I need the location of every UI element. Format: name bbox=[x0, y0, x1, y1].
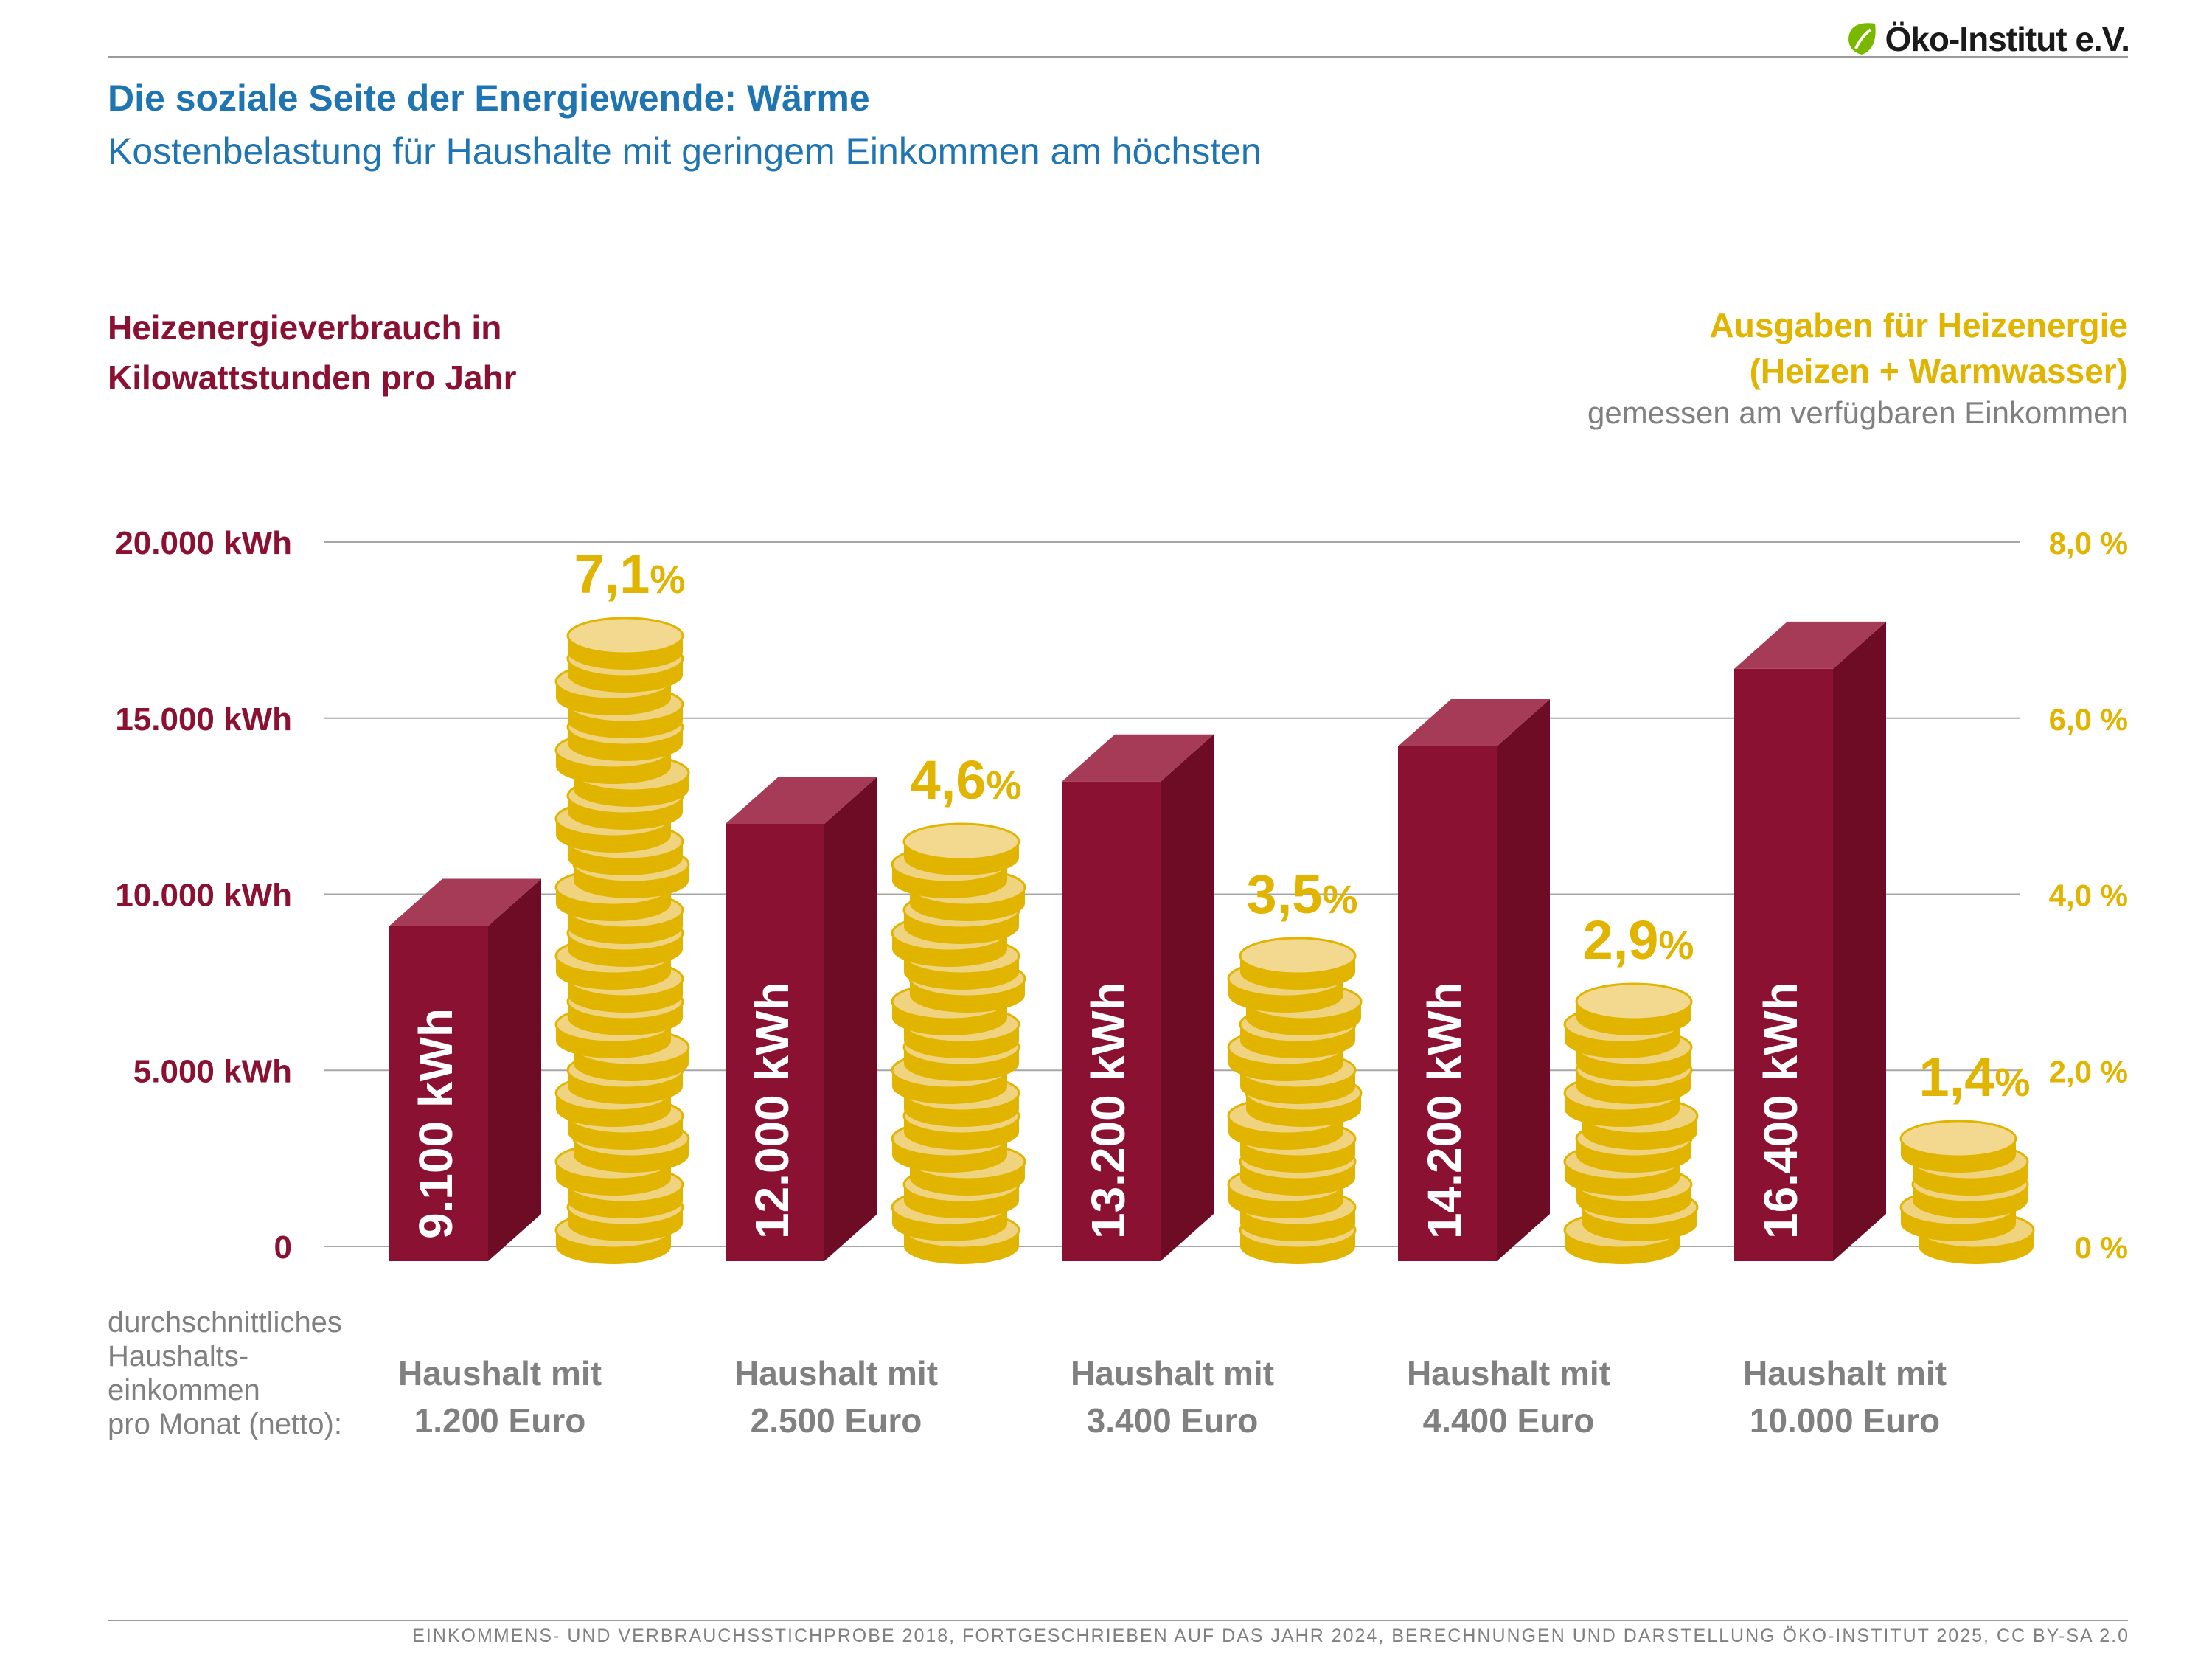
kwh-bar-front bbox=[389, 926, 488, 1261]
kwh-data-label: 12.000 kWh bbox=[745, 982, 799, 1239]
left-tick-label: 5.000 kWh bbox=[133, 1053, 292, 1089]
household-category-line: Haushalt mit bbox=[1406, 1354, 1611, 1392]
household-category-label: Haushalt mit 2.500 Euro bbox=[703, 1350, 969, 1444]
top-rule bbox=[108, 56, 2128, 58]
kwh-bar-side bbox=[1833, 621, 1886, 1261]
left-tick-label: 15.000 kWh bbox=[115, 701, 292, 738]
pct-suffix: % bbox=[1322, 878, 1357, 922]
pct-data-label: 2,9% bbox=[1583, 909, 1694, 971]
kwh-bar bbox=[1398, 698, 1550, 1261]
kwh-bar-top bbox=[1398, 698, 1550, 746]
coin-stack bbox=[1227, 937, 1363, 1264]
kwh-data-label: 9.100 kWh bbox=[409, 1008, 462, 1239]
kwh-data-label: 14.200 kWh bbox=[1418, 982, 1471, 1239]
right-axis-title: Ausgaben für Heizenergie (Heizen + Warmw… bbox=[1710, 302, 2128, 394]
page-subtitle: Kostenbelastung für Haushalte mit gering… bbox=[108, 131, 1262, 172]
coin-top bbox=[1899, 1120, 2017, 1158]
kwh-bar-top bbox=[726, 777, 877, 824]
household-category-label: Haushalt mit 10.000 Euro bbox=[1712, 1350, 1978, 1444]
coin-top bbox=[1239, 937, 1357, 975]
pct-data-label: 4,6% bbox=[911, 749, 1022, 811]
left-tick-label: 10.000 kWh bbox=[115, 878, 292, 914]
left-tick-label: 0 bbox=[274, 1229, 292, 1266]
income-caption-line: einkommen bbox=[108, 1374, 260, 1406]
household-category-line: Haushalt mit bbox=[1742, 1354, 1947, 1392]
kwh-bar-side bbox=[1497, 698, 1550, 1261]
right-tick-label: 6,0 % bbox=[2049, 702, 2128, 737]
pct-suffix: % bbox=[986, 763, 1021, 808]
right-tick-label: 0 % bbox=[2075, 1230, 2128, 1265]
household-category-line: 1.200 Euro bbox=[414, 1401, 586, 1440]
income-caption: durchschnittliches Haushalts- einkommen … bbox=[108, 1305, 342, 1441]
coin-stack bbox=[1563, 982, 1699, 1264]
pct-value: 3,5 bbox=[1247, 864, 1323, 925]
right-tick-label: 4,0 % bbox=[2049, 878, 2128, 913]
bottom-rule bbox=[108, 1620, 2128, 1621]
right-axis-title-line: (Heizen + Warmwasser) bbox=[1749, 352, 2128, 390]
kwh-bar-top bbox=[389, 878, 541, 926]
income-caption-line: Haushalts- bbox=[108, 1340, 249, 1373]
pct-value: 7,1 bbox=[574, 544, 650, 605]
brand-name: Öko-Institut e.V. bbox=[1885, 20, 2130, 58]
household-category-line: Haushalt mit bbox=[734, 1354, 939, 1392]
household-category-label: Haushalt mit 4.400 Euro bbox=[1376, 1350, 1641, 1444]
household-category-line: 2.500 Euro bbox=[750, 1401, 922, 1440]
source-note: EINKOMMENS- UND VERBRAUCHSSTICHPROBE 201… bbox=[412, 1625, 2129, 1646]
pct-data-label: 1,4% bbox=[1919, 1047, 2031, 1108]
kwh-bar-front bbox=[1398, 746, 1497, 1261]
pct-suffix: % bbox=[650, 558, 685, 602]
pct-value: 2,9 bbox=[1583, 909, 1659, 971]
kwh-bar-side bbox=[1161, 734, 1214, 1261]
coin-stack bbox=[554, 617, 690, 1264]
kwh-bar-top bbox=[1062, 734, 1214, 782]
pct-value: 1,4 bbox=[1919, 1047, 1995, 1108]
coin-top bbox=[902, 822, 1020, 861]
coin-top bbox=[566, 617, 684, 655]
left-axis-title: Heizenergieverbrauch in Kilowattstunden … bbox=[108, 302, 517, 403]
page-title: Die soziale Seite der Energiewende: Wärm… bbox=[108, 77, 870, 119]
kwh-bar bbox=[389, 878, 541, 1261]
kwh-data-label: 13.200 kWh bbox=[1082, 982, 1135, 1239]
coin-stack bbox=[891, 822, 1026, 1264]
household-category-line: 4.400 Euro bbox=[1422, 1401, 1595, 1440]
leaf-icon bbox=[1848, 23, 1876, 55]
right-axis-title-line: Ausgaben für Heizenergie bbox=[1709, 306, 2128, 344]
household-category-line: 3.400 Euro bbox=[1086, 1401, 1259, 1440]
kwh-bar bbox=[1734, 621, 1886, 1261]
right-tick-label: 2,0 % bbox=[2049, 1054, 2128, 1089]
household-category-line: Haushalt mit bbox=[1070, 1354, 1275, 1392]
household-category-line: 10.000 Euro bbox=[1749, 1401, 1941, 1440]
kwh-bar-front bbox=[726, 824, 824, 1261]
chart-area: 0 5.000 kWh 10.000 kWh 15.000 kWh 20.000 kWh… bbox=[115, 525, 2128, 1266]
coin-top bbox=[1575, 982, 1693, 1021]
pct-suffix: % bbox=[1658, 923, 1694, 968]
brand-logo: Öko-Institut e.V. bbox=[1846, 19, 2130, 59]
household-category-line: Haushalt mit bbox=[397, 1354, 602, 1392]
pct-suffix: % bbox=[1994, 1061, 2030, 1105]
kwh-bar bbox=[726, 777, 877, 1261]
coin-stack bbox=[1899, 1120, 2035, 1264]
pct-data-label: 3,5% bbox=[1247, 864, 1358, 925]
kwh-bar bbox=[1062, 734, 1214, 1261]
kwh-bar-front bbox=[1062, 781, 1161, 1261]
kwh-bar-side bbox=[488, 878, 541, 1261]
left-axis-title-line: Kilowattstunden pro Jahr bbox=[108, 358, 517, 397]
household-category-label: Haushalt mit 3.400 Euro bbox=[1040, 1350, 1305, 1444]
household-category-label: Haushalt mit 1.200 Euro bbox=[367, 1350, 633, 1444]
left-axis-title-line: Heizenergieverbrauch in bbox=[108, 308, 502, 347]
kwh-bar-top bbox=[1734, 621, 1886, 669]
right-axis-subtitle: gemessen am verfügbaren Einkommen bbox=[1587, 395, 2128, 430]
income-caption-line: pro Monat (netto): bbox=[108, 1408, 342, 1440]
kwh-data-label: 16.400 kWh bbox=[1754, 982, 1807, 1239]
left-tick-label: 20.000 kWh bbox=[115, 525, 292, 561]
kwh-bar-front bbox=[1734, 668, 1833, 1261]
pct-data-label: 7,1% bbox=[574, 544, 686, 605]
kwh-bar-side bbox=[824, 777, 877, 1261]
pct-value: 4,6 bbox=[911, 749, 987, 811]
income-caption-line: durchschnittliches bbox=[108, 1306, 342, 1339]
right-tick-label: 8,0 % bbox=[2049, 526, 2128, 561]
